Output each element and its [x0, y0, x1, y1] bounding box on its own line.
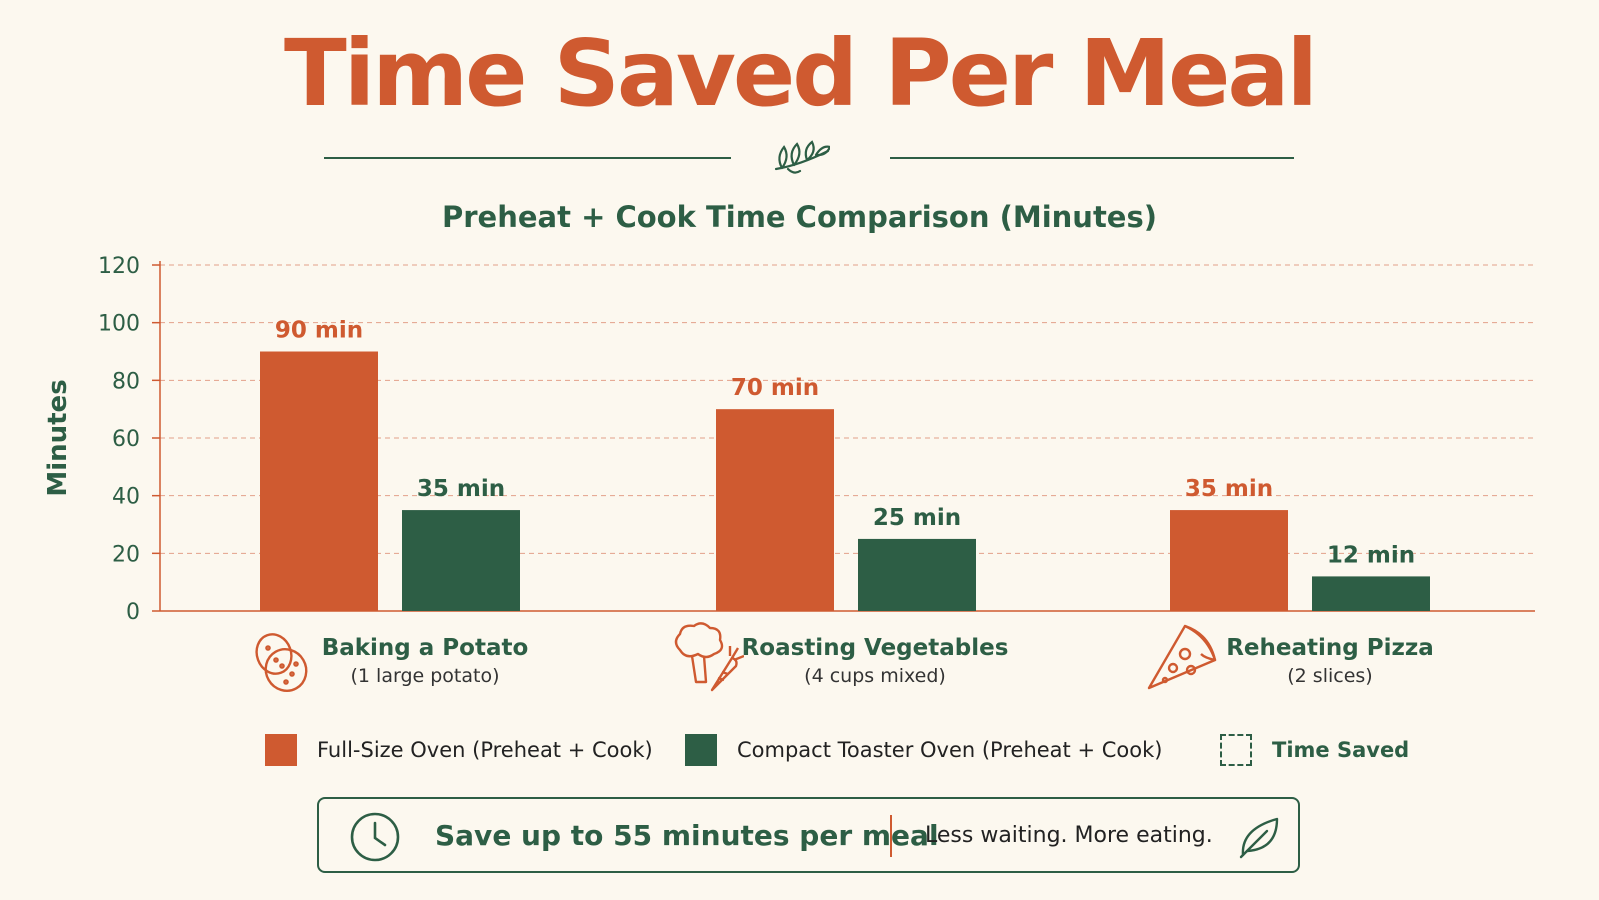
- legend-label: Full-Size Oven (Preheat + Cook): [317, 738, 653, 762]
- potato-icon: [255, 633, 308, 692]
- pizza-icon: [1147, 624, 1217, 690]
- bar: [260, 351, 378, 611]
- bar-value-label: 35 min: [417, 476, 505, 502]
- y-tick-label: 120: [98, 254, 140, 279]
- category-note: (4 cups mixed): [804, 665, 946, 687]
- bar-value-label: 35 min: [1185, 476, 1273, 502]
- chart-title: Time Saved Per Meal: [284, 20, 1318, 127]
- title-divider-right: [890, 157, 1294, 159]
- bar: [402, 510, 520, 611]
- legend-compact: Compact Toaster Oven (Preheat + Cook): [685, 734, 1162, 766]
- y-tick-label: 80: [112, 369, 140, 394]
- savings-banner: Save up to 55 minutes per meal Less wait…: [317, 797, 1300, 873]
- legend-swatch-full-size: [265, 734, 297, 766]
- y-tick-label: 40: [112, 485, 140, 510]
- y-tick-label: 20: [112, 542, 140, 567]
- y-tick-label: 60: [112, 427, 140, 452]
- banner-headline: Save up to 55 minutes per meal: [435, 819, 939, 852]
- bar-value-label: 12 min: [1327, 542, 1415, 568]
- bar: [858, 538, 976, 611]
- category-label-potato: Baking a Potato (1 large potato): [310, 633, 540, 689]
- category-note: (2 slices): [1287, 665, 1373, 687]
- bar-value-label: 70 min: [731, 375, 819, 401]
- category-label-vegetables: Roasting Vegetables (4 cups mixed): [740, 633, 1010, 689]
- clock-icon: [350, 812, 400, 862]
- category-name: Roasting Vegetables: [741, 635, 1009, 661]
- legend-swatch-time-saved: [1220, 734, 1252, 766]
- banner-tagline: Less waiting. More eating.: [925, 823, 1213, 848]
- legend-time-saved: Time Saved: [1220, 734, 1409, 766]
- legend-label: Time Saved: [1272, 738, 1410, 762]
- category-name: Baking a Potato: [321, 635, 529, 661]
- leaf-icon: [1239, 817, 1279, 859]
- y-tick-label: 100: [98, 312, 140, 337]
- legend-full-size: Full-Size Oven (Preheat + Cook): [265, 734, 653, 766]
- vegetables-icon: [674, 622, 744, 692]
- y-axis-label: Minutes: [43, 379, 73, 496]
- bar: [1312, 576, 1430, 611]
- title-divider-left: [324, 157, 731, 159]
- bar-chart: 0 20 40 60 80 100 120 Minutes 90 min 70 min 35 min…: [43, 254, 1535, 625]
- chart-subtitle: Preheat + Cook Time Comparison (Minutes): [442, 200, 1157, 234]
- category-label-pizza: Reheating Pizza (2 slices): [1215, 633, 1445, 689]
- bar-value-label: 25 min: [873, 505, 961, 531]
- bar: [716, 409, 834, 611]
- herb-sprig-icon: [774, 140, 830, 174]
- bar-value-label: 90 min: [275, 318, 363, 344]
- y-tick-label: 0: [126, 600, 140, 625]
- legend-label: Compact Toaster Oven (Preheat + Cook): [737, 738, 1163, 762]
- category-name: Reheating Pizza: [1226, 635, 1434, 661]
- bar: [1170, 510, 1288, 611]
- legend-swatch-compact: [685, 734, 717, 766]
- category-note: (1 large potato): [350, 665, 500, 687]
- banner-divider: [890, 815, 892, 857]
